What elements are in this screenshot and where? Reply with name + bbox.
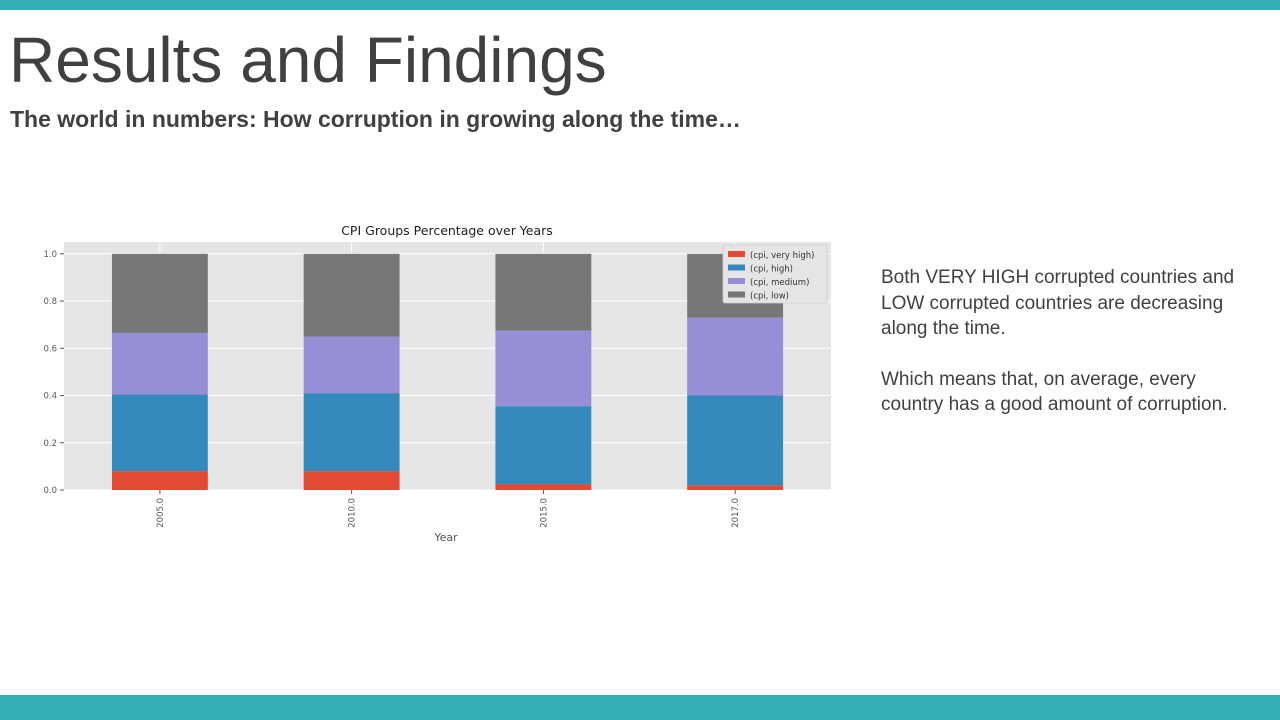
legend-swatch: [728, 264, 745, 271]
y-tick-label: 0.4: [43, 392, 57, 402]
legend-box: [722, 244, 828, 304]
x-axis-label: Year: [433, 531, 458, 544]
legend-label: (cpi, medium): [750, 278, 809, 288]
bar-segment: [495, 253, 592, 331]
x-tick-label: 2017.0: [731, 498, 741, 528]
bar-segment: [303, 253, 400, 337]
bar-segment: [495, 406, 592, 485]
bar-segment: [495, 484, 592, 490]
bar-segment: [111, 332, 208, 395]
cpi-chart: CPI Groups Percentage over Years 0.0 0.2 0…: [30, 215, 840, 555]
legend-swatch: [728, 291, 745, 298]
bar-segment: [111, 394, 208, 472]
bar-segment: [495, 330, 592, 407]
x-tick-label: 2005.0: [156, 498, 166, 528]
bar-segment: [687, 485, 784, 490]
legend: (cpi, very high) (cpi, high) (cpi, medium)…: [722, 244, 828, 304]
x-tick-label: 2010.0: [348, 498, 358, 528]
legend-label: (cpi, very high): [750, 251, 815, 261]
slide-subtitle: The world in numbers: How corruption in …: [10, 106, 741, 132]
cpi-chart-svg: CPI Groups Percentage over Years 0.00.20…: [43, 223, 831, 544]
y-tick-label: 1.0: [43, 250, 57, 260]
bars: [111, 253, 784, 490]
y-axis: 0.0 0.2 0.4 0.6 0.8 1.0: [43, 250, 64, 496]
findings-text: Both VERY HIGH corrupted countries and L…: [881, 265, 1241, 443]
bar-segment: [111, 471, 208, 490]
findings-paragraph-2: Which means that, on average, every coun…: [881, 368, 1228, 416]
y-tick-label: 0.8: [43, 297, 57, 307]
x-axis: 2005.0 2010.0 2015.0 2017.0: [156, 490, 741, 528]
legend-label: (cpi, high): [750, 265, 793, 275]
chart-title: CPI Groups Percentage over Years: [341, 223, 553, 238]
legend-swatch: [728, 251, 745, 257]
x-tick-label: 2015.0: [539, 498, 549, 528]
bar-segment: [687, 317, 784, 396]
y-tick-label: 0.2: [43, 439, 57, 449]
bar-segment: [111, 253, 208, 333]
legend-label: (cpi, low): [750, 292, 789, 302]
bar-segment: [303, 336, 400, 394]
legend-swatch: [728, 278, 745, 284]
bar-segment: [303, 471, 400, 490]
y-tick-label: 0.6: [43, 344, 57, 354]
top-accent-bar: [0, 0, 1280, 10]
slide-title: Results and Findings: [9, 24, 607, 96]
bottom-accent-bar: [0, 695, 1280, 720]
bar-segment: [687, 395, 784, 486]
y-tick-label: 0.0: [43, 486, 57, 496]
findings-paragraph-1: Both VERY HIGH corrupted countries and L…: [881, 267, 1235, 339]
bar-segment: [303, 393, 400, 472]
